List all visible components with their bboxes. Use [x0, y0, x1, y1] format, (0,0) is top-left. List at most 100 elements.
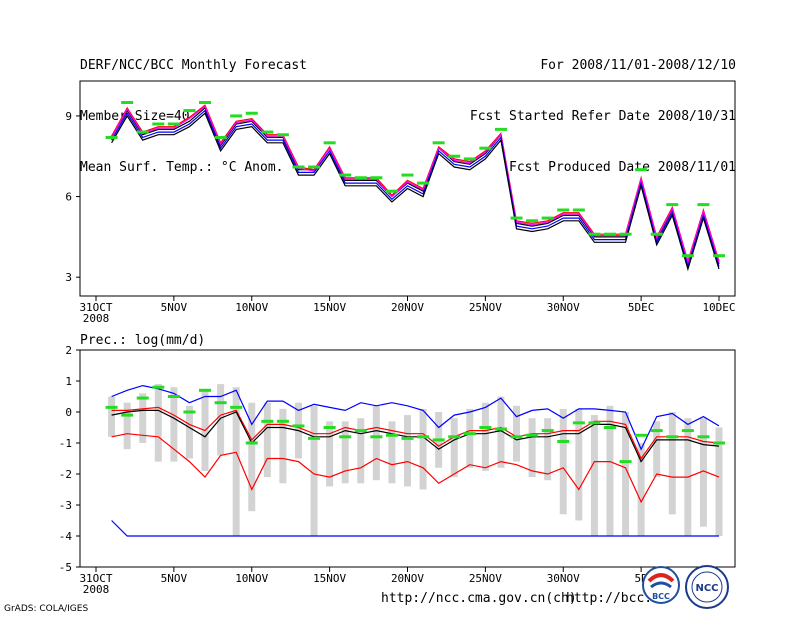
prec-observed-marker — [417, 435, 430, 439]
prec-series-min — [111, 433, 720, 504]
prec-observed-marker — [370, 435, 383, 439]
temp-observed-marker — [448, 154, 461, 158]
prec-spread-bar — [341, 421, 349, 484]
temp-observed-marker — [572, 208, 585, 212]
prec-x-tick-label: 10NOV — [235, 572, 268, 585]
prec-spread-bar — [590, 415, 598, 536]
prec-spread-bar — [559, 408, 567, 515]
produced-date: Fcst Produced Date 2008/11/01 — [509, 160, 736, 175]
temp-series-member-red — [111, 104, 720, 264]
prec-spread-bar — [170, 387, 178, 462]
prec-y-tick-label: 0 — [65, 406, 72, 419]
prec-y-tick-label: -1 — [59, 437, 72, 450]
temp-chart: 3 6 9 31OCT 5NOV 10NOV 15NOV 20NOV 25NOV 30NOV 5DE… — [65, 80, 736, 325]
prec-title: Prec.: log(mm/d) — [80, 333, 205, 348]
temp-observed-marker — [308, 165, 321, 169]
prec-observed-marker — [214, 401, 227, 405]
footer-url-ch[interactable]: http://ncc.cma.gov.cn(ch) — [381, 591, 577, 606]
prec-observed-marker — [494, 427, 507, 431]
prec-spread-bar — [232, 387, 240, 536]
prec-x-tick-label: 31OCT — [79, 572, 112, 585]
temp-y-tick-label: 3 — [65, 271, 72, 284]
prec-spread-bar — [715, 427, 723, 536]
prec-observed-marker — [557, 439, 570, 443]
prec-observed-marker — [339, 435, 352, 439]
temp-observed-marker — [354, 176, 367, 180]
prec-x-tick-label: 15NOV — [313, 572, 346, 585]
temp-observed-marker — [339, 173, 352, 177]
temp-observed-marker — [541, 216, 554, 220]
prec-spread-bar — [637, 443, 645, 536]
prec-spread-bar — [123, 402, 131, 450]
forecast-title: DERF/NCC/BCC Monthly Forecast — [80, 58, 307, 73]
prec-observed-marker — [541, 429, 554, 433]
prec-spread-bar — [217, 384, 225, 456]
prec-y-tick-label: -3 — [59, 499, 72, 512]
temp-x-tick-label: 5DEC — [628, 301, 655, 314]
prec-spread-bar — [668, 412, 676, 515]
footer-url-en[interactable]: http://bcc.c — [566, 591, 660, 606]
temp-observed-marker — [588, 232, 601, 236]
prec-spread-bar — [279, 408, 287, 484]
prec-spread-bar — [248, 402, 256, 512]
prec-spread-bar — [450, 418, 458, 478]
prec-spread-bar — [139, 393, 147, 443]
prec-observed-marker — [713, 441, 725, 445]
prec-spread-bar — [372, 405, 380, 481]
prec-observed-marker — [463, 432, 476, 436]
temp-observed-marker — [183, 109, 196, 113]
temp-observed-marker — [385, 189, 398, 193]
prec-observed-marker — [261, 419, 274, 423]
prec-spread-bar — [622, 412, 630, 536]
temp-observed-marker — [199, 101, 212, 104]
temp-observed-marker — [510, 216, 523, 220]
prec-observed-marker — [121, 413, 134, 417]
temp-x-sublabel: 2008 — [83, 312, 110, 325]
temp-observed-marker — [713, 254, 725, 258]
temp-x-tick-label: 10NOV — [235, 301, 268, 314]
prec-y-tick-label: 1 — [65, 375, 72, 388]
prec-observed-marker — [230, 405, 243, 409]
prec-observed-marker — [603, 426, 616, 429]
prec-spread-bar — [575, 408, 583, 521]
ncc-logo-text: NCC — [695, 583, 718, 594]
temp-observed-marker — [276, 133, 289, 137]
prec-spread-bar — [185, 405, 193, 459]
temp-observed-marker — [323, 141, 336, 145]
temp-observed-marker — [167, 122, 180, 126]
temp-x-tick-label: 10DEC — [702, 301, 735, 314]
prec-observed-marker — [635, 433, 648, 437]
temp-observed-marker — [245, 111, 258, 115]
prec-observed-marker — [448, 435, 461, 439]
prec-observed-marker — [666, 435, 679, 439]
prec-spread-bar — [419, 408, 427, 490]
temp-observed-marker — [681, 254, 694, 258]
temp-x-tick-label: 20NOV — [391, 301, 424, 314]
temp-observed-marker — [650, 232, 663, 236]
temp-observed-marker — [603, 232, 616, 236]
temp-observed-marker — [635, 168, 648, 172]
temp-observed-marker — [370, 176, 383, 180]
temp-observed-marker — [292, 165, 305, 169]
prec-x-tick-label: 5NOV — [161, 572, 188, 585]
temp-observed-marker — [666, 203, 679, 207]
forecast-period: For 2008/11/01-2008/12/10 — [540, 58, 736, 73]
bcc-logo-text: BCC — [652, 592, 670, 601]
temp-x-tick-label: 25NOV — [469, 301, 502, 314]
prec-spread-bar — [326, 421, 334, 487]
prec-y-tick-label: -4 — [59, 530, 73, 543]
prec-x-tick-label: 30NOV — [547, 572, 580, 585]
prec-spread-bar — [481, 402, 489, 471]
prec-observed-marker — [105, 405, 118, 409]
temp-observed-marker — [417, 181, 430, 185]
prec-spread-bar — [497, 396, 505, 468]
temp-y-tick-label: 6 — [65, 191, 72, 204]
temp-observed-marker — [479, 146, 492, 150]
temp-title: Mean Surf. Temp.: °C Anom. — [80, 160, 284, 175]
prec-observed-marker — [136, 396, 149, 400]
prec-spread-bar — [357, 418, 365, 484]
prec-observed-marker — [510, 435, 523, 439]
prec-spread-bar — [653, 421, 661, 478]
temp-observed-marker — [697, 203, 710, 207]
prec-observed-marker — [619, 460, 632, 464]
